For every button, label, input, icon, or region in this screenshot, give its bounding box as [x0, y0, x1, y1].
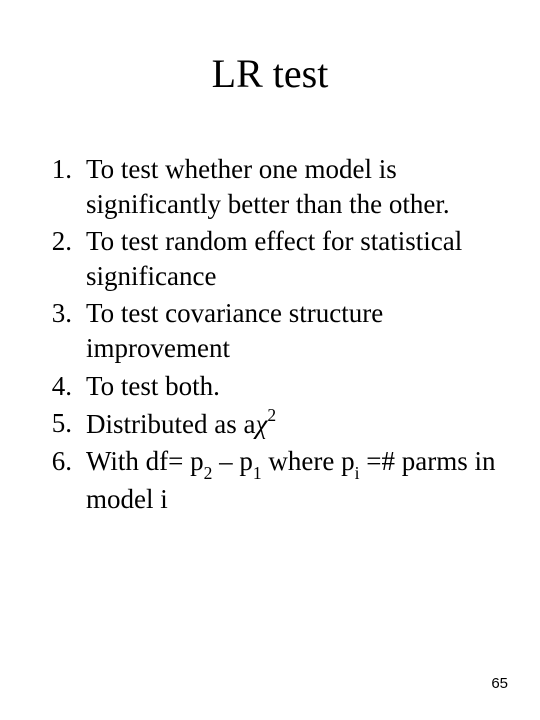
list-item: 4. To test both.	[50, 369, 510, 404]
list-item: 1. To test whether one model is signific…	[50, 152, 510, 222]
item-text-part: With df= p	[86, 446, 204, 476]
item-text: To test random effect for statistical si…	[86, 224, 510, 294]
list-item: 6. With df= p2 – p1 where pi =# parms in…	[50, 444, 510, 517]
slide-title: LR test	[30, 50, 510, 97]
subscript: 2	[204, 463, 213, 483]
item-number: 6.	[50, 444, 86, 517]
item-number: 3.	[50, 296, 86, 366]
item-text: Distributed as aχ2	[86, 406, 510, 442]
numbered-list: 1. To test whether one model is signific…	[30, 152, 510, 517]
item-text-part: where p	[262, 446, 355, 476]
item-text: With df= p2 – p1 where pi =# parms in mo…	[86, 444, 510, 517]
list-item: 3. To test covariance structure improvem…	[50, 296, 510, 366]
list-item: 5. Distributed as aχ2	[50, 406, 510, 442]
item-text: To test both.	[86, 369, 510, 404]
item-text: To test whether one model is significant…	[86, 152, 510, 222]
chi-symbol: χ	[255, 409, 267, 439]
item-text-part: Distributed as a	[86, 409, 255, 439]
subscript: i	[355, 463, 360, 483]
item-number: 4.	[50, 369, 86, 404]
superscript: 2	[267, 405, 276, 425]
item-number: 2.	[50, 224, 86, 294]
item-text-part: – p	[212, 446, 253, 476]
item-text: To test covariance structure improvement	[86, 296, 510, 366]
subscript: 1	[253, 463, 262, 483]
page-number: 65	[491, 675, 508, 692]
item-number: 5.	[50, 406, 86, 442]
list-item: 2. To test random effect for statistical…	[50, 224, 510, 294]
slide: LR test 1. To test whether one model is …	[0, 0, 540, 720]
item-number: 1.	[50, 152, 86, 222]
